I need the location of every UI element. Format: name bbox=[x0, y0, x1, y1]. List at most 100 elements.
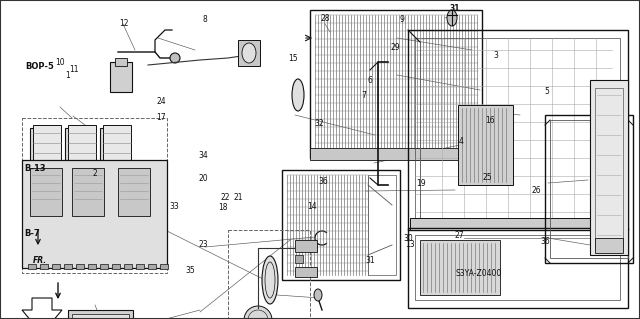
Bar bbox=[40, 264, 48, 269]
Text: 2: 2 bbox=[92, 169, 97, 178]
Text: 27: 27 bbox=[454, 231, 465, 240]
Bar bbox=[110, 62, 132, 92]
Bar bbox=[30, 168, 62, 216]
Bar bbox=[136, 264, 144, 269]
Bar bbox=[310, 10, 482, 158]
Bar bbox=[22, 118, 167, 273]
Text: 32: 32 bbox=[314, 119, 324, 128]
Bar bbox=[408, 30, 628, 230]
Bar bbox=[30, 128, 58, 163]
Bar bbox=[595, 88, 623, 246]
Text: 23: 23 bbox=[198, 241, 209, 249]
Bar bbox=[238, 40, 260, 66]
Bar bbox=[590, 80, 628, 255]
Text: 36: 36 bbox=[540, 237, 550, 246]
Bar bbox=[295, 267, 317, 277]
Bar bbox=[420, 240, 500, 295]
Text: 26: 26 bbox=[531, 186, 541, 195]
Text: 31: 31 bbox=[365, 256, 375, 265]
Text: 12: 12 bbox=[119, 19, 128, 28]
Text: 22: 22 bbox=[221, 193, 230, 202]
Text: 13: 13 bbox=[404, 241, 415, 249]
Bar bbox=[295, 240, 317, 252]
Bar bbox=[295, 255, 303, 263]
Ellipse shape bbox=[170, 53, 180, 63]
Text: 10: 10 bbox=[54, 58, 65, 67]
Text: 24: 24 bbox=[156, 97, 166, 106]
Bar bbox=[595, 238, 623, 253]
Bar bbox=[550, 120, 628, 258]
Text: B-7: B-7 bbox=[24, 229, 40, 238]
Bar bbox=[88, 264, 96, 269]
Text: 18: 18 bbox=[218, 204, 227, 212]
Text: S3YA-Z0400: S3YA-Z0400 bbox=[456, 269, 502, 278]
Bar bbox=[282, 170, 400, 280]
Bar bbox=[368, 175, 396, 275]
Text: 1: 1 bbox=[65, 71, 70, 80]
Bar bbox=[148, 264, 156, 269]
Text: 17: 17 bbox=[156, 113, 166, 122]
Text: 21: 21 bbox=[234, 193, 243, 202]
Bar bbox=[68, 125, 96, 160]
Text: 25: 25 bbox=[483, 173, 493, 182]
Text: 28: 28 bbox=[321, 14, 330, 23]
Bar bbox=[160, 264, 168, 269]
Text: 14: 14 bbox=[307, 202, 317, 211]
Text: 16: 16 bbox=[484, 116, 495, 125]
Ellipse shape bbox=[242, 43, 256, 63]
Text: 31: 31 bbox=[449, 4, 460, 13]
Bar bbox=[100, 264, 108, 269]
Bar bbox=[72, 168, 104, 216]
Text: B-13: B-13 bbox=[24, 164, 46, 173]
Bar bbox=[76, 264, 84, 269]
Bar bbox=[64, 264, 72, 269]
Ellipse shape bbox=[244, 306, 272, 319]
Ellipse shape bbox=[262, 256, 278, 304]
Text: 35: 35 bbox=[186, 266, 196, 275]
Bar bbox=[22, 160, 167, 268]
Text: 8: 8 bbox=[202, 15, 207, 24]
Text: 11: 11 bbox=[69, 65, 78, 74]
Bar bbox=[28, 264, 36, 269]
Ellipse shape bbox=[447, 10, 457, 26]
Bar bbox=[68, 310, 133, 319]
Text: FR.: FR. bbox=[33, 256, 47, 265]
Polygon shape bbox=[22, 298, 62, 319]
Bar bbox=[310, 148, 482, 160]
Bar bbox=[78, 318, 123, 319]
Bar bbox=[112, 264, 120, 269]
Bar bbox=[100, 128, 128, 163]
Ellipse shape bbox=[292, 79, 304, 111]
Bar bbox=[124, 264, 132, 269]
Bar bbox=[52, 264, 60, 269]
Text: 5: 5 bbox=[545, 87, 550, 96]
Text: 30: 30 bbox=[403, 234, 413, 243]
Bar bbox=[415, 38, 620, 223]
Bar bbox=[118, 168, 150, 216]
Text: 19: 19 bbox=[416, 179, 426, 188]
Text: 29: 29 bbox=[390, 43, 401, 52]
Bar bbox=[115, 58, 127, 66]
Bar bbox=[65, 128, 93, 163]
Bar bbox=[415, 235, 620, 300]
Text: 36: 36 bbox=[318, 177, 328, 186]
Bar bbox=[458, 105, 513, 185]
Text: 9: 9 bbox=[399, 15, 404, 24]
Text: BOP-5: BOP-5 bbox=[26, 62, 54, 71]
Text: 34: 34 bbox=[198, 151, 209, 160]
Bar bbox=[408, 228, 628, 308]
Ellipse shape bbox=[314, 289, 322, 301]
Bar bbox=[103, 125, 131, 160]
Bar bbox=[33, 125, 61, 160]
Text: 4: 4 bbox=[458, 137, 463, 146]
Bar bbox=[228, 230, 310, 319]
Bar bbox=[545, 115, 633, 263]
Text: 33: 33 bbox=[169, 202, 179, 211]
Text: 7: 7 bbox=[361, 91, 366, 100]
Bar bbox=[410, 218, 620, 230]
Text: 3: 3 bbox=[493, 51, 499, 60]
Text: 6: 6 bbox=[367, 76, 372, 85]
Bar bbox=[72, 314, 129, 319]
Text: 20: 20 bbox=[198, 174, 209, 182]
Text: 15: 15 bbox=[288, 54, 298, 63]
